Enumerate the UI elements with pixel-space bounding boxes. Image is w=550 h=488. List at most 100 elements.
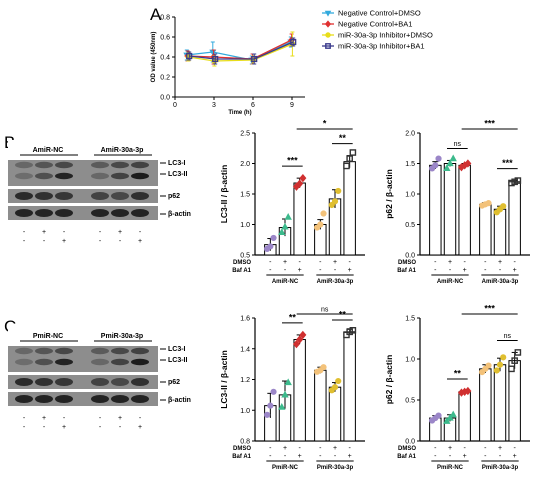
bar xyxy=(293,182,306,256)
treatment-sign: - xyxy=(434,453,437,460)
legend-label: miR-30a-3p Inhibitor+DMSO xyxy=(338,31,433,40)
x-group-label: PmiR-30a-3p xyxy=(317,465,354,471)
treatment-sign: - xyxy=(99,238,102,245)
blot-band xyxy=(91,172,109,180)
treatment-sign: - xyxy=(139,229,142,236)
x-group-label: AmiR-NC xyxy=(272,279,299,285)
blot-band xyxy=(111,358,129,366)
treatment-sign: - xyxy=(499,453,502,460)
blot-group-label: PmiR-NC xyxy=(33,333,63,340)
treatment-sign: - xyxy=(434,445,437,452)
y-tick-label: 1.2 xyxy=(240,377,250,384)
treatment-sign: + xyxy=(298,453,302,460)
data-point xyxy=(511,357,518,364)
blot-band xyxy=(55,378,73,386)
significance-label: ** xyxy=(454,368,462,378)
data-point xyxy=(331,384,339,391)
y-tick-label: 1.5 xyxy=(405,316,415,323)
significance-label: *** xyxy=(502,158,513,168)
data-point xyxy=(299,173,307,183)
western-blot-c: PmiR-NC PmiR-30a-3p LC3-I LC3-II p62 β-actin -… xyxy=(8,326,191,431)
data-point xyxy=(296,179,304,188)
treatment-sign: - xyxy=(284,453,287,460)
data-point xyxy=(493,367,500,374)
y-tick-label: 0.0 xyxy=(405,253,415,260)
bar xyxy=(343,331,356,442)
data-point xyxy=(446,159,454,167)
x-axis-label: Time (h) xyxy=(228,110,251,116)
data-point xyxy=(335,187,342,195)
treatment-sign: - xyxy=(449,267,452,274)
series-line xyxy=(188,43,293,62)
treatment-sign: - xyxy=(484,259,487,266)
data-point xyxy=(496,361,504,368)
treatment-row-label: DMSO xyxy=(233,446,251,452)
treatment-sign: - xyxy=(269,453,272,460)
data-point xyxy=(264,411,271,418)
y-tick-label: 0.4 xyxy=(160,55,170,62)
treatment-sign: - xyxy=(23,415,26,422)
y-tick-label: 0.2 xyxy=(160,75,170,82)
treatment-sign: + xyxy=(298,267,302,274)
data-point xyxy=(443,164,451,171)
data-point xyxy=(435,412,442,419)
data-point xyxy=(485,362,492,369)
blot-band xyxy=(35,347,53,355)
y-tick-label: 1.5 xyxy=(240,192,250,199)
treatment-sign: - xyxy=(434,267,437,274)
treatment-sign: - xyxy=(484,267,487,274)
bar xyxy=(493,364,507,442)
treatment-sign: - xyxy=(484,445,487,452)
y-axis-label: LC3-II / β-actin xyxy=(219,165,229,224)
blot-band xyxy=(131,161,149,169)
y-tick-label: 2.0 xyxy=(240,161,250,168)
x-tick-label: 3 xyxy=(212,102,216,109)
blot-band xyxy=(15,358,33,366)
x-tick-label: 9 xyxy=(290,102,294,109)
y-tick-label: 1.5 xyxy=(405,161,415,168)
blot-band xyxy=(91,347,109,355)
treatment-sign: + xyxy=(348,267,352,274)
treatment-sign: + xyxy=(138,424,142,431)
bar xyxy=(479,368,492,442)
y-tick-label: 1.0 xyxy=(240,222,250,229)
blot-band xyxy=(15,161,33,169)
bar xyxy=(458,164,471,256)
treatment-sign: - xyxy=(348,259,351,266)
y-axis-label: p62 / β-actin xyxy=(384,169,394,219)
blot-band xyxy=(55,209,73,217)
treatment-sign: - xyxy=(334,267,337,274)
legend-marker xyxy=(324,10,332,17)
treatment-sign: - xyxy=(319,453,322,460)
blot-band xyxy=(15,395,33,403)
blot-band xyxy=(131,378,149,386)
data-point xyxy=(186,52,193,60)
significance-label: *** xyxy=(484,119,495,129)
band-label: p62 xyxy=(168,193,180,200)
legend-label: Negative Control+DMSO xyxy=(338,9,421,18)
treatment-sign: + xyxy=(62,238,66,245)
y-tick-label: 0.0 xyxy=(405,439,415,446)
data-point xyxy=(500,354,507,361)
blot-band xyxy=(131,209,149,217)
data-point xyxy=(449,410,457,418)
data-point xyxy=(343,162,350,170)
blot-band xyxy=(131,172,149,180)
treatment-row-label: DMSO xyxy=(398,446,416,452)
blot-band xyxy=(55,347,73,355)
bar xyxy=(314,369,327,442)
treatment-row-label: DMSO xyxy=(398,260,416,266)
band-label: β-actin xyxy=(168,397,191,404)
legend-marker xyxy=(325,43,331,49)
blot-band xyxy=(15,378,33,386)
treatment-sign: + xyxy=(463,267,467,274)
bar xyxy=(328,386,342,442)
treatment-sign: - xyxy=(139,415,142,422)
treatment-sign: - xyxy=(484,453,487,460)
significance-label: *** xyxy=(287,156,298,166)
treatment-sign: - xyxy=(434,259,437,266)
treatment-row-label: DMSO xyxy=(233,260,251,266)
blot-band xyxy=(35,378,53,386)
blot-band xyxy=(15,347,33,355)
y-tick-label: 1.0 xyxy=(240,408,250,415)
